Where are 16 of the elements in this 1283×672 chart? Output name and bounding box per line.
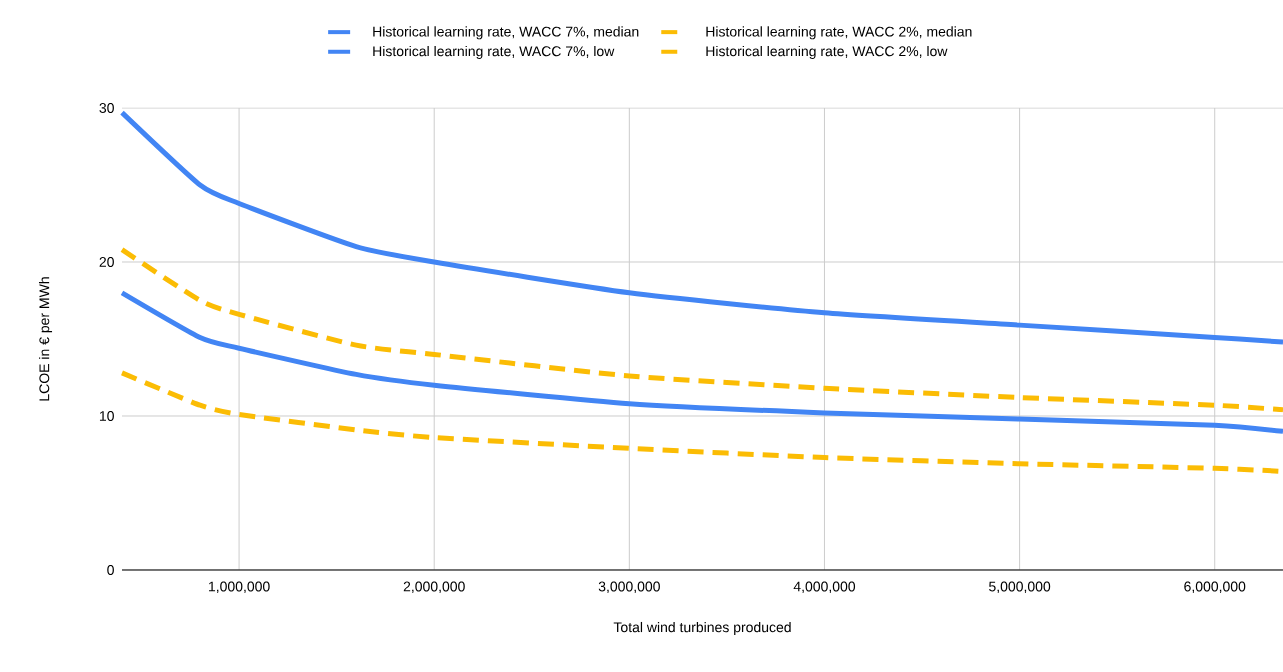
legend-label: Historical learning rate, WACC 2%, low xyxy=(706,45,948,59)
x-tick-label: 1,000,000 xyxy=(209,581,270,594)
x-tick-label: 2,000,000 xyxy=(403,581,465,594)
x-tick-label: 6,000,000 xyxy=(1184,581,1246,594)
legend-label: Historical learning rate, WACC 7%, median xyxy=(373,26,639,40)
y-axis-title: LCOE in € per MWh xyxy=(38,277,53,401)
legend-label: Historical learning rate, WACC 2%, median xyxy=(706,26,972,40)
y-tick-label: 0 xyxy=(107,565,114,575)
y-tick-label: 10 xyxy=(99,411,114,421)
y-tick-label: 30 xyxy=(99,103,114,113)
y-tick-label: 20 xyxy=(99,257,114,267)
x-tick-label: 3,000,000 xyxy=(598,581,660,594)
legend-label: Historical learning rate, WACC 7%, low xyxy=(373,45,615,59)
x-axis-title: Total wind turbines produced xyxy=(613,621,791,635)
x-tick-label: 4,000,000 xyxy=(793,581,856,594)
x-tick-label: 5,000,000 xyxy=(989,581,1051,594)
